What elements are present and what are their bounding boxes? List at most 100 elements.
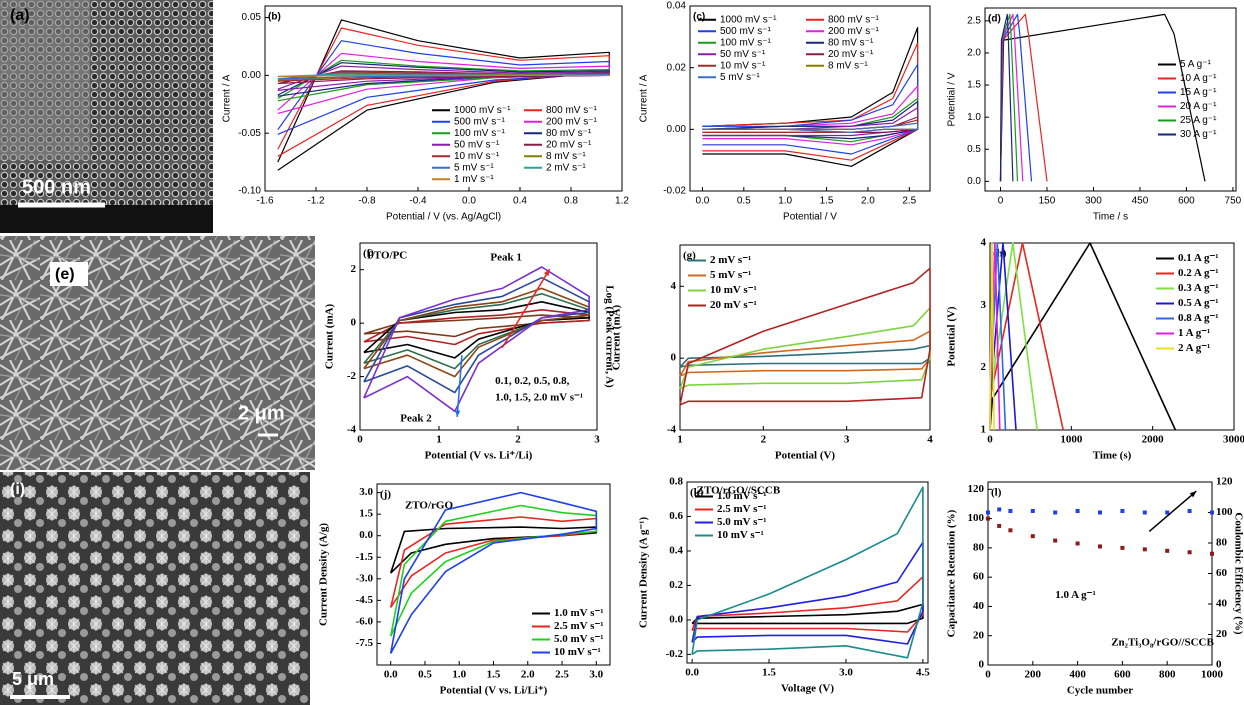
plot-frame — [989, 242, 1235, 431]
legend-label: 8 mV s⁻¹ — [828, 60, 868, 71]
legend-label: 2.5 mV s⁻¹ — [554, 620, 604, 632]
x-tick-label: 1 — [436, 434, 442, 446]
chart-panel: 0 150 300 450 600 750 0.0 0.5 1.0 1.5 2.0 2.5 Time /… — [947, 7, 1242, 223]
chart-panel: 0 1 2 3 -4 -2 0 2 Potential (V vs. Li⁺/Li) Curren… — [324, 242, 615, 462]
legend-label: 10 mV s⁻¹ — [554, 646, 601, 658]
data-point — [1187, 508, 1192, 513]
data-point — [1008, 528, 1013, 533]
y-tick-label: 0.00 — [242, 70, 262, 81]
x-tick-label: 600 — [1114, 669, 1131, 681]
legend-label: 50 mV s⁻¹ — [720, 49, 766, 60]
y-tick-label: 0.0 — [669, 613, 683, 625]
legend-label: 10 mV s⁻¹ — [720, 60, 766, 71]
arrow-shaft — [1148, 490, 1197, 532]
x-axis-label: Potential (V) — [775, 450, 836, 462]
y-axis-label: Current (mA) — [611, 304, 623, 370]
legend-label: 1000 mV s⁻¹ — [454, 105, 511, 116]
legend-label: 30 A g⁻¹ — [1180, 129, 1217, 140]
x-tick-label: 1.5 — [487, 669, 501, 681]
chart-panel: 0.0 0.5 1.0 1.5 2.0 2.5 -0.02 0.00 0.02 0.04 Poten… — [639, 1, 931, 223]
scale-label: 2 μm — [238, 402, 285, 424]
data-point — [1030, 534, 1035, 539]
x-tick-label: 750 — [1225, 196, 1242, 207]
x-tick-label: 200 — [1025, 669, 1042, 681]
y-tick-label: -3.0 — [356, 572, 374, 584]
y-tick-label: 4 — [981, 237, 987, 249]
series-line — [277, 27, 610, 157]
series-line — [702, 122, 919, 133]
data-point — [1053, 510, 1058, 515]
plot-frame — [689, 5, 931, 192]
legend-label: 200 mV s⁻¹ — [546, 116, 598, 127]
y-tick-label: 1.5 — [359, 508, 373, 520]
legend-label: 5.0 mV s⁻¹ — [554, 633, 604, 645]
series-line — [277, 70, 610, 85]
x-axis-label: Potential / V — [783, 212, 837, 223]
y-tick-label: -4.5 — [356, 594, 374, 606]
data-point — [997, 523, 1002, 528]
y2-tick-label: 120 — [1216, 476, 1233, 488]
legend-label: 2.5 mV s⁻¹ — [717, 503, 767, 515]
legend-label: 0.3 A g⁻¹ — [1178, 282, 1219, 294]
panel-label: (c) — [693, 12, 705, 23]
legend-label: 10 mV s⁻¹ — [710, 284, 757, 296]
legend-label: 80 mV s⁻¹ — [828, 37, 874, 48]
x-tick-label: 2.5 — [555, 669, 569, 681]
data-point — [1165, 510, 1170, 515]
y-tick-label: -2 — [347, 370, 357, 382]
x-tick-label: 2 — [761, 434, 767, 446]
y-tick-label: -0.10 — [238, 186, 261, 197]
data-point — [1120, 545, 1125, 550]
arrow-head — [1189, 491, 1197, 498]
x-tick-label: 2.0 — [521, 669, 535, 681]
x-tick-label: 1.0 — [452, 669, 466, 681]
annotation: 0.1, 0.2, 0.5, 0.8, — [495, 375, 569, 387]
legend-label: 5 mV s⁻¹ — [454, 162, 494, 173]
y-axis-label: Potential / V — [947, 72, 958, 126]
legend-label: 800 mV s⁻¹ — [828, 14, 880, 25]
chart-panel: 0.0 0.5 1.0 1.5 2.0 2.5 3.0 3.0 1.5 0.0 -1.5 -3.0 -4… — [318, 483, 611, 697]
y2-tick-label: 60 — [1216, 567, 1228, 579]
data-point — [986, 510, 990, 515]
y2-tick-label: 40 — [1216, 598, 1228, 610]
sem-image-a: (a) 500 nm — [0, 0, 213, 233]
y-tick-label: 2.5 — [967, 15, 981, 26]
series-line — [679, 330, 931, 377]
x-tick-label: 2.5 — [902, 196, 916, 207]
arrow-head — [454, 410, 461, 417]
legend-label: 15 A g⁻¹ — [1180, 87, 1217, 98]
annotation: Peak 1 — [490, 251, 521, 263]
x-axis-label: Voltage (V) — [781, 683, 834, 695]
series-line — [691, 603, 924, 625]
x-tick-label: 450 — [1132, 196, 1149, 207]
series-line — [679, 267, 931, 406]
x-tick-label: 1.5 — [820, 196, 834, 207]
annotation: Zn₂Ti₃O₈/rGO//SCCB — [1111, 637, 1214, 649]
y2-axis-label: Log (Peak current, A) — [603, 285, 615, 388]
legend-label: 1.0 mV s⁻¹ — [554, 607, 604, 619]
y-tick-label: 0.04 — [667, 1, 687, 12]
legend-label: 2 mV s⁻¹ — [546, 162, 586, 173]
y-tick-label: 0.0 — [359, 529, 373, 541]
series-line — [277, 19, 610, 171]
x-tick-label: -1.2 — [307, 196, 325, 207]
legend-label: 5 A g⁻¹ — [1180, 59, 1212, 70]
y-axis-label: Current / A — [639, 74, 650, 122]
panel-label: (b) — [268, 12, 281, 23]
x-tick-label: 2 — [515, 434, 521, 446]
legend-label: 1.0 mV s⁻¹ — [717, 490, 767, 502]
y-tick-label: 0.02 — [667, 62, 687, 73]
y-tick-label: 2.0 — [967, 48, 981, 59]
x-tick-label: 3 — [844, 434, 850, 446]
scale-label: 5 μm — [12, 669, 54, 689]
y-tick-label: -0.2 — [666, 648, 684, 660]
x-tick-label: 3.0 — [839, 667, 853, 679]
x-tick-label: 0 — [987, 434, 993, 446]
series-line — [999, 13, 1014, 182]
image — [0, 472, 310, 705]
x-axis-label: Time (s) — [1093, 450, 1132, 462]
legend-label: 20 mV s⁻¹ — [546, 139, 592, 150]
legend-label: 200 mV s⁻¹ — [828, 26, 880, 37]
x-tick-label: 0.5 — [418, 669, 432, 681]
